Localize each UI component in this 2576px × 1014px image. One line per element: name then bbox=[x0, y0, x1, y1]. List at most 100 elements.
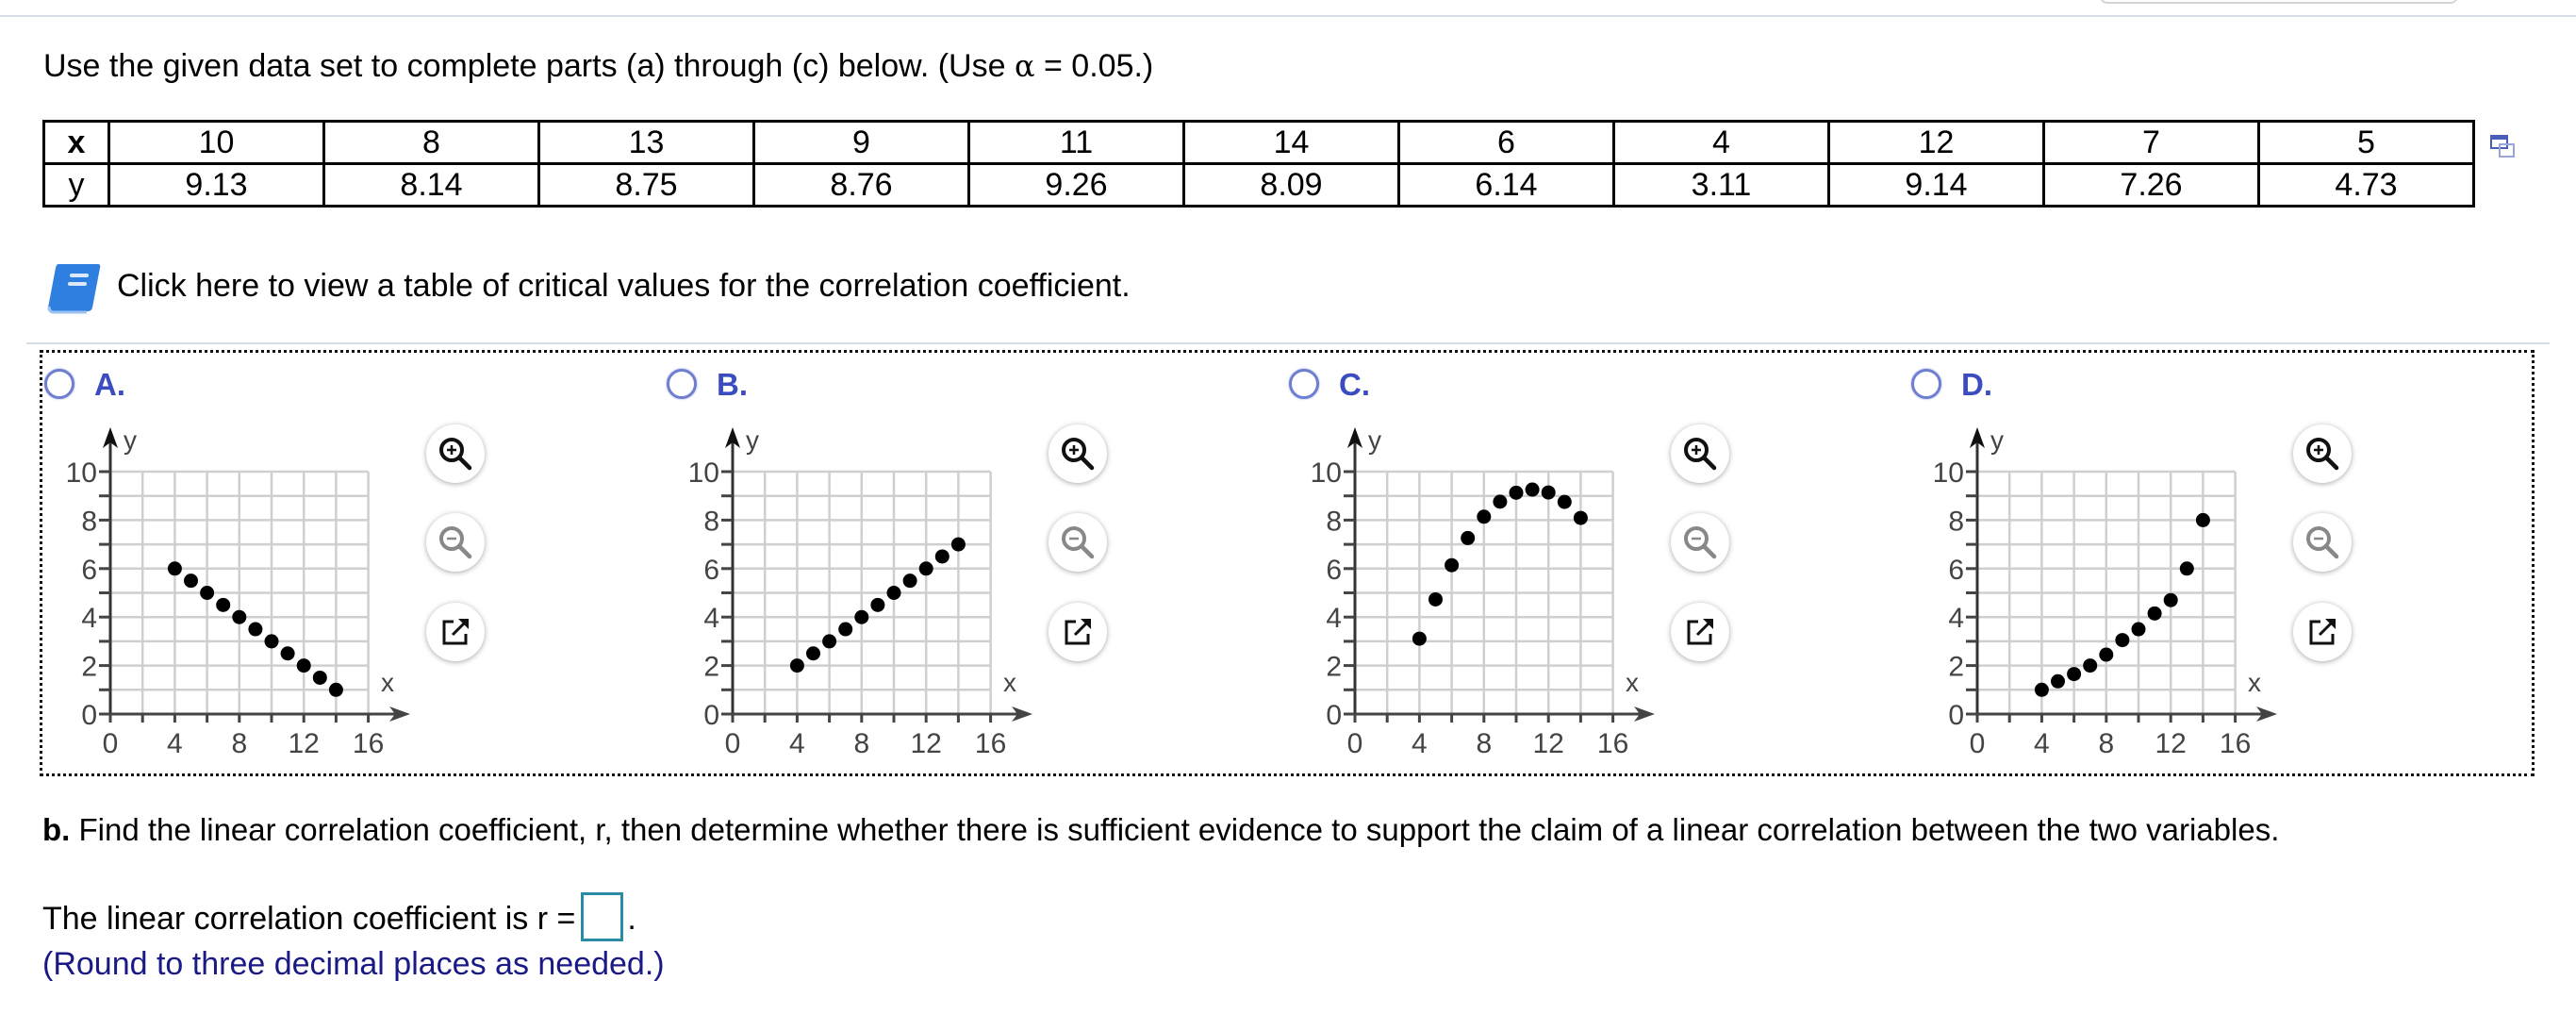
copy-table-icon[interactable] bbox=[2489, 133, 2518, 161]
part-b-text: Find the linear correlation coefficient,… bbox=[70, 812, 2280, 847]
svg-text:2: 2 bbox=[1948, 652, 1964, 683]
rounding-note: (Round to three decimal places as needed… bbox=[42, 946, 665, 982]
radio-option-d[interactable] bbox=[1911, 369, 1941, 399]
options-divider bbox=[26, 342, 2550, 344]
option-d-label[interactable]: D. bbox=[1961, 367, 1992, 402]
zoom-in-button[interactable] bbox=[2293, 424, 2352, 483]
option-b[interactable]: B. 0 4 8 12 16 0 2 4 6 8 10 y x bbox=[662, 350, 1284, 776]
y-cell: 7.26 bbox=[2042, 162, 2260, 208]
y-cell: 6.14 bbox=[1397, 162, 1615, 208]
top-toolbar-button[interactable] bbox=[2100, 0, 2458, 4]
svg-text:8: 8 bbox=[853, 728, 869, 759]
svg-text:4: 4 bbox=[167, 728, 183, 759]
zoom-in-icon bbox=[1062, 438, 1095, 471]
zoom-out-button[interactable] bbox=[426, 513, 485, 572]
critical-values-link[interactable]: Click here to view a table of critical v… bbox=[117, 268, 1131, 304]
svg-text:16: 16 bbox=[353, 728, 384, 759]
x-cell: 10 bbox=[107, 120, 325, 165]
external-link-icon bbox=[442, 619, 469, 645]
svg-text:16: 16 bbox=[1597, 728, 1628, 759]
scatter-plot-c: 0 4 8 12 16 0 2 4 6 8 10 y x bbox=[1311, 425, 1655, 759]
option-a[interactable]: A. 0 4 8 12 16 0 2 4 6 8 10 y x bbox=[40, 350, 662, 776]
svg-text:x: x bbox=[1626, 668, 1639, 697]
scatter-plot-a: 0 4 8 12 16 0 2 4 6 8 10 y x bbox=[66, 425, 410, 759]
svg-text:y: y bbox=[746, 425, 759, 455]
data-table: x 10 8 13 9 11 14 6 4 12 7 5 y 9.13 8.14… bbox=[42, 120, 2475, 208]
svg-text:10: 10 bbox=[66, 457, 97, 489]
svg-text:6: 6 bbox=[1326, 555, 1342, 586]
option-d[interactable]: D. 0 4 8 12 16 0 2 4 6 8 10 y x bbox=[1907, 350, 2529, 776]
zoom-out-button[interactable] bbox=[1049, 513, 1107, 572]
scatter-plot-b: 0 4 8 12 16 0 2 4 6 8 10 y x bbox=[688, 425, 1032, 759]
svg-text:x: x bbox=[381, 668, 394, 697]
svg-text:y: y bbox=[124, 425, 137, 455]
svg-text:4: 4 bbox=[1326, 603, 1342, 634]
svg-text:12: 12 bbox=[2155, 728, 2187, 759]
open-new-window-button[interactable] bbox=[1671, 603, 1729, 661]
zoom-in-icon bbox=[2306, 438, 2339, 471]
option-a-label[interactable]: A. bbox=[94, 367, 125, 402]
zoom-out-button[interactable] bbox=[1671, 513, 1729, 572]
svg-text:12: 12 bbox=[911, 728, 942, 759]
zoom-in-icon bbox=[1684, 438, 1717, 471]
svg-text:0: 0 bbox=[1347, 728, 1363, 759]
x-cell: 9 bbox=[752, 120, 970, 165]
part-b-question: b. Find the linear correlation coefficie… bbox=[42, 811, 2279, 849]
open-new-window-button[interactable] bbox=[2293, 603, 2352, 661]
external-link-icon bbox=[2309, 619, 2336, 645]
row-header-x: x bbox=[42, 120, 110, 165]
x-cell: 8 bbox=[322, 120, 540, 165]
zoom-in-button[interactable] bbox=[1671, 424, 1729, 483]
svg-text:16: 16 bbox=[975, 728, 1006, 759]
svg-text:y: y bbox=[1990, 425, 2004, 455]
svg-text:8: 8 bbox=[1326, 506, 1342, 537]
svg-text:4: 4 bbox=[2034, 728, 2050, 759]
svg-text:2: 2 bbox=[703, 652, 719, 683]
book-icon[interactable] bbox=[45, 262, 102, 315]
option-b-label[interactable]: B. bbox=[717, 367, 748, 402]
y-cell: 9.14 bbox=[1827, 162, 2045, 208]
svg-text:12: 12 bbox=[1533, 728, 1564, 759]
y-cell: 3.11 bbox=[1612, 162, 1830, 208]
zoom-out-icon bbox=[439, 526, 472, 559]
svg-text:6: 6 bbox=[81, 555, 97, 586]
svg-text:2: 2 bbox=[81, 652, 97, 683]
open-new-window-button[interactable] bbox=[1049, 603, 1107, 661]
y-cell: 8.09 bbox=[1182, 162, 1400, 208]
svg-text:0: 0 bbox=[103, 728, 119, 759]
zoom-in-icon bbox=[439, 438, 472, 471]
option-c[interactable]: C. 0 4 8 12 16 0 2 4 6 8 10 y x bbox=[1284, 350, 1907, 776]
svg-text:8: 8 bbox=[2098, 728, 2114, 759]
x-row: x 10 8 13 9 11 14 6 4 12 7 5 bbox=[42, 120, 2475, 165]
answer-prefix: The linear correlation coefficient is r … bbox=[42, 900, 576, 937]
radio-option-b[interactable] bbox=[667, 369, 697, 399]
external-link-icon bbox=[1065, 619, 1091, 645]
svg-text:12: 12 bbox=[289, 728, 320, 759]
svg-text:8: 8 bbox=[231, 728, 247, 759]
zoom-in-button[interactable] bbox=[426, 424, 485, 483]
svg-text:0: 0 bbox=[703, 700, 719, 731]
y-cell: 8.14 bbox=[322, 162, 540, 208]
y-cell: 9.26 bbox=[967, 162, 1185, 208]
svg-text:4: 4 bbox=[1412, 728, 1428, 759]
radio-option-c[interactable] bbox=[1289, 369, 1319, 399]
svg-text:4: 4 bbox=[1948, 603, 1964, 634]
svg-text:0: 0 bbox=[725, 728, 741, 759]
zoom-out-button[interactable] bbox=[2293, 513, 2352, 572]
x-cell: 6 bbox=[1397, 120, 1615, 165]
x-cell: 12 bbox=[1827, 120, 2045, 165]
zoom-out-icon bbox=[1684, 526, 1717, 559]
zoom-in-button[interactable] bbox=[1049, 424, 1107, 483]
svg-text:4: 4 bbox=[703, 603, 719, 634]
svg-text:8: 8 bbox=[1476, 728, 1492, 759]
r-answer-input[interactable] bbox=[581, 892, 624, 941]
svg-text:x: x bbox=[1003, 668, 1016, 697]
answer-options-group bbox=[40, 350, 2535, 776]
radio-option-a[interactable] bbox=[44, 369, 74, 399]
svg-text:0: 0 bbox=[81, 700, 97, 731]
y-cell: 8.76 bbox=[752, 162, 970, 208]
zoom-out-icon bbox=[2306, 526, 2339, 559]
option-c-label[interactable]: C. bbox=[1339, 367, 1370, 402]
instructions: Use the given data set to complete parts… bbox=[43, 47, 1153, 85]
open-new-window-button[interactable] bbox=[426, 603, 485, 661]
